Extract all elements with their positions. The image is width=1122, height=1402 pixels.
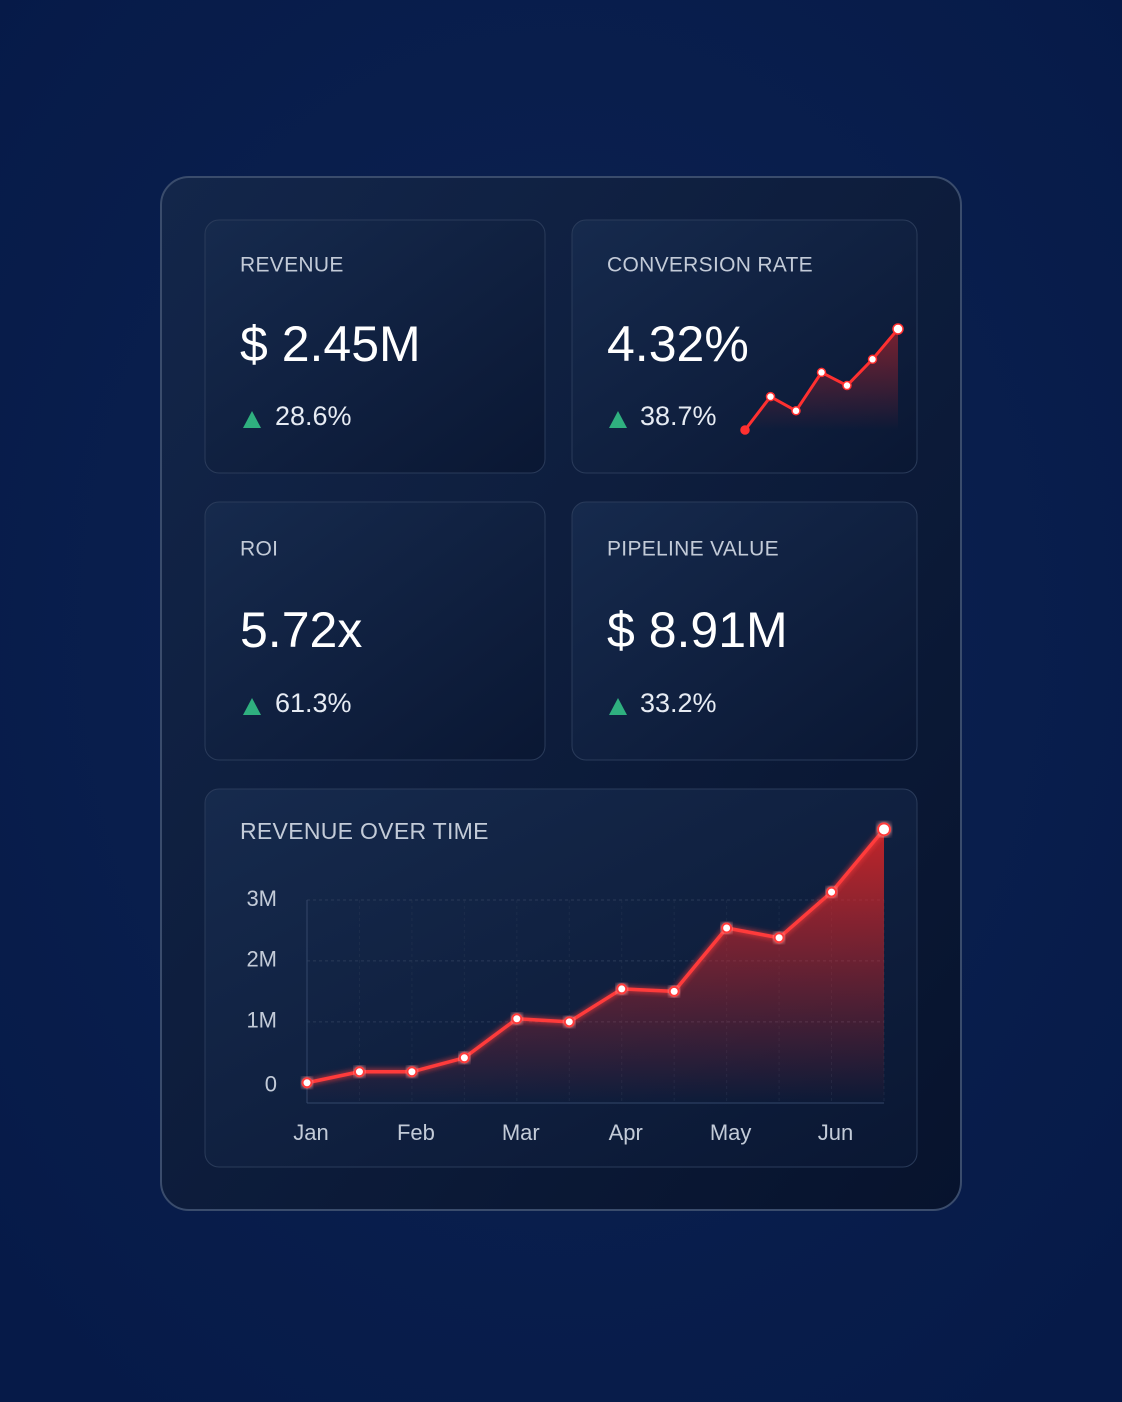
card-change: 33.2% [640, 688, 717, 718]
x-tick-label: Mar [502, 1120, 540, 1145]
chart-title: REVENUE OVER TIME [240, 818, 489, 844]
card-label: ROI [240, 538, 278, 561]
up-arrow [609, 698, 627, 715]
point [668, 985, 680, 997]
card-value: $ 2.45M [240, 316, 421, 372]
point [826, 886, 838, 898]
x-tick-label: Apr [609, 1120, 643, 1145]
x-tick-label: Jan [293, 1120, 328, 1145]
card-change: 28.6% [275, 401, 352, 431]
sparkline-point [892, 323, 904, 335]
up-arrow [609, 411, 627, 428]
up-arrow [243, 698, 261, 715]
y-tick-label: 2M [246, 947, 277, 972]
sparkline-point [842, 380, 852, 391]
sparkline-point [791, 406, 801, 416]
area [307, 829, 884, 1103]
point [721, 922, 733, 934]
line [306, 828, 886, 1085]
x-tick-label: Feb [397, 1120, 435, 1145]
card-label: CONVERSION RATE [607, 254, 813, 277]
card-value: 4.32% [607, 316, 749, 372]
y-tick-label: 1M [246, 1008, 277, 1033]
point [353, 1066, 365, 1078]
sparkline-point [867, 354, 878, 365]
point [511, 1013, 523, 1025]
point [458, 1052, 470, 1064]
sparkline-point [765, 391, 776, 402]
y-tick-label: 0 [265, 1072, 277, 1097]
card-change: 38.7% [640, 401, 717, 431]
card [204, 219, 546, 474]
card-label: PIPELINE VALUE [607, 538, 779, 561]
point [406, 1066, 418, 1078]
point [616, 983, 628, 995]
point [563, 1016, 575, 1028]
up-arrow [243, 411, 261, 428]
card [571, 501, 918, 761]
sparkline-point [816, 367, 827, 378]
x-tick-label: Jun [818, 1120, 853, 1145]
sparkline-point [740, 425, 750, 435]
card-value: $ 8.91M [607, 602, 788, 658]
point [877, 822, 891, 837]
card [204, 501, 546, 761]
y-tick-label: 3M [246, 886, 277, 911]
card-label: REVENUE [240, 254, 344, 277]
point [773, 932, 785, 944]
card-value: 5.72x [240, 602, 362, 658]
card-change: 61.3% [275, 688, 352, 718]
x-tick-label: May [710, 1120, 752, 1145]
point [301, 1077, 313, 1089]
